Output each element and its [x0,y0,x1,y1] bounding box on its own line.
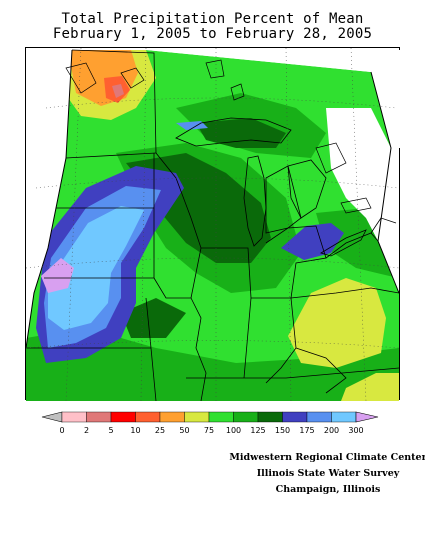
great-lakes [175,117,367,257]
legend-label: 100 [226,426,241,435]
northern-lake [230,83,245,101]
state-boundary [325,232,379,259]
no-data-region [146,50,401,148]
state-boundary [155,152,202,299]
lake-of-the-woods [120,67,145,89]
legend-swatch [184,411,210,423]
legend-swatch [331,411,357,423]
region-yellow [341,373,399,401]
legend-label: 2 [84,426,89,435]
lake-huron [287,159,327,219]
state-boundary [71,49,157,154]
state-boundary [186,367,400,379]
legend-labels: 0 2 5 10 25 50 75 100 125 150 175 200 300 [59,426,363,435]
legend-label: 25 [155,426,165,435]
legend-swatch [306,411,332,423]
legend-label: 10 [130,426,140,435]
lake-ontario [340,197,372,214]
legend-label: 150 [275,426,290,435]
legend-label: 0 [59,426,64,435]
canada-features [65,59,372,214]
legend-label: 75 [204,426,214,435]
map-title-line1: Total Precipitation Percent of Mean [61,11,364,27]
credit-location: Champaign, Illinois [275,484,381,495]
credit-isws: Illinois State Water Survey [256,468,400,479]
map-title-line2: February 1, 2005 to February 28, 2005 [52,26,373,42]
region-pink [112,84,124,98]
legend-swatch [61,411,87,423]
state-boundary [370,217,397,234]
map-canvas [26,48,401,401]
graticule [26,48,400,401]
domain-boundary [26,49,73,349]
state-boundary [190,297,207,401]
legend-swatch [208,411,234,423]
region-lavender [41,258,74,293]
legend-over-arrow [355,411,379,423]
legend-swatch [282,411,308,423]
legend-swatch [110,411,136,423]
state-boundary [65,152,157,159]
graticule-lat [26,257,400,269]
graticule-lon [65,48,82,401]
state-boundary [295,347,347,394]
graticule-lat [26,340,400,349]
region-dark [121,298,186,338]
graticule-lat [35,177,399,189]
graticule-lat [45,97,397,109]
legend-label: 50 [179,426,189,435]
state-boundary [153,277,191,299]
legend-swatch [159,411,185,423]
graticule-lon [285,48,292,401]
legend-label: 200 [324,426,339,435]
georgian-bay [315,142,347,174]
legend-label: 300 [348,426,363,435]
region-dark [196,118,286,148]
no-data-region [326,108,391,241]
lake-michigan [243,155,267,247]
region-mid [26,328,399,401]
graticule-lon [140,48,147,401]
state-boundary [265,225,327,299]
precipitation-map [25,47,401,401]
legend-label: 175 [299,426,314,435]
legend-swatch [233,411,259,423]
state-boundary [290,287,400,299]
region-navy [281,223,344,260]
color-legend: 0 2 5 10 25 50 75 100 125 150 175 200 300 [41,411,379,435]
state-boundaries [26,49,400,401]
legend-label: 5 [108,426,113,435]
region-cyan [48,206,144,330]
lower-michigan [265,165,302,234]
legend-swatches [41,411,379,423]
lake-winnipeg [65,62,97,94]
lake-erie [320,229,367,257]
legend-swatch [257,411,283,423]
state-boundary [201,247,252,379]
graticule-lon [350,48,367,401]
domain-boundary [370,71,400,294]
credit-mrcc: Midwestern Regional Climate Center [229,452,425,463]
legend-label: 125 [250,426,265,435]
legend-under-arrow [41,411,63,423]
legend-swatch [86,411,112,423]
legend-swatch [135,411,161,423]
